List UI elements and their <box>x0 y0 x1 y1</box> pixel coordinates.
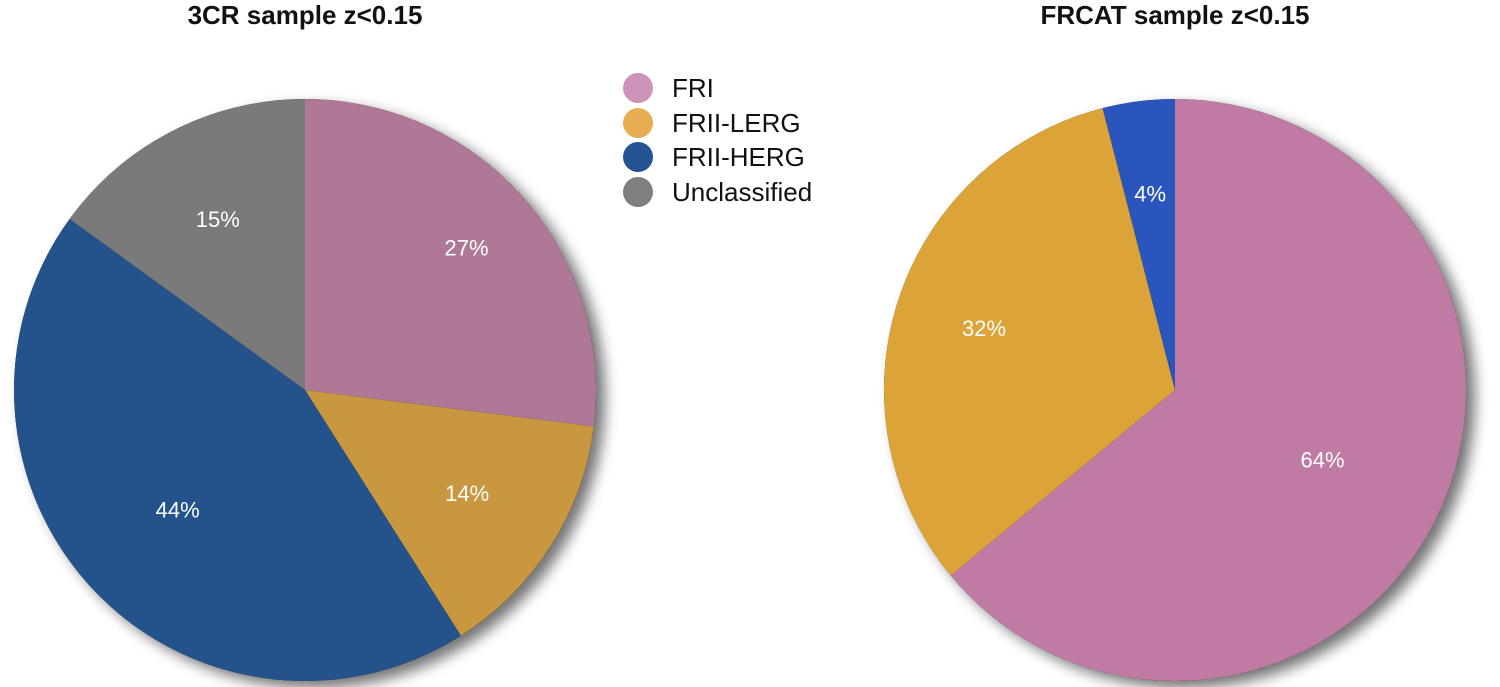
slice-labels-3cr: 27% 14% 44% 15% <box>156 207 490 523</box>
pie-slice-frii-herg <box>1102 99 1175 390</box>
pie-slice-fri <box>305 99 597 427</box>
pie-slice-frii-lerg <box>883 108 1175 576</box>
legend-item-frii-herg: FRII-HERG <box>623 142 805 172</box>
legend-swatch-unclassified <box>623 177 653 207</box>
data-label-frii-herg: 4% <box>1134 182 1166 207</box>
legend-label-frii-herg: FRII-HERG <box>672 142 805 172</box>
slices-frcat <box>883 99 1466 681</box>
slice-labels-frcat: 64% 32% 4% <box>962 182 1345 473</box>
legend-swatch-fri <box>623 73 653 103</box>
legend-label-fri: FRI <box>672 73 714 103</box>
legend-label-unclassified: Unclassified <box>672 177 812 207</box>
pie-chart-frcat: FRCAT sample z<0.15 64% 32% 4% <box>883 0 1466 681</box>
legend-swatch-frii-lerg <box>623 108 653 138</box>
data-label-frii-lerg: 32% <box>962 316 1006 341</box>
data-label-frii-herg: 44% <box>156 498 200 523</box>
legend: FRI FRII-LERG FRII-HERG Unclassified <box>623 73 812 207</box>
chart-title-frcat: FRCAT sample z<0.15 <box>1040 0 1309 30</box>
pie-slice-unclassified <box>69 99 305 390</box>
pie-slice-frii-lerg <box>305 390 594 636</box>
legend-item-fri: FRI <box>623 73 714 103</box>
legend-item-unclassified: Unclassified <box>623 177 812 207</box>
data-label-frii-lerg: 14% <box>445 481 489 506</box>
legend-swatch-frii-herg <box>623 142 653 172</box>
pie-chart-3cr: 3CR sample z<0.15 27% 14% 44% 15% <box>13 0 597 682</box>
chart-title-3cr: 3CR sample z<0.15 <box>188 0 423 30</box>
legend-label-frii-lerg: FRII-LERG <box>672 108 801 138</box>
data-label-fri: 27% <box>444 236 488 261</box>
pie-slice-fri <box>950 99 1466 681</box>
legend-item-frii-lerg: FRII-LERG <box>623 108 801 138</box>
data-label-fri: 64% <box>1300 447 1344 472</box>
pie-slice-frii-herg <box>13 218 461 682</box>
data-label-unclassified: 15% <box>196 207 240 232</box>
slices-3cr <box>13 99 597 682</box>
